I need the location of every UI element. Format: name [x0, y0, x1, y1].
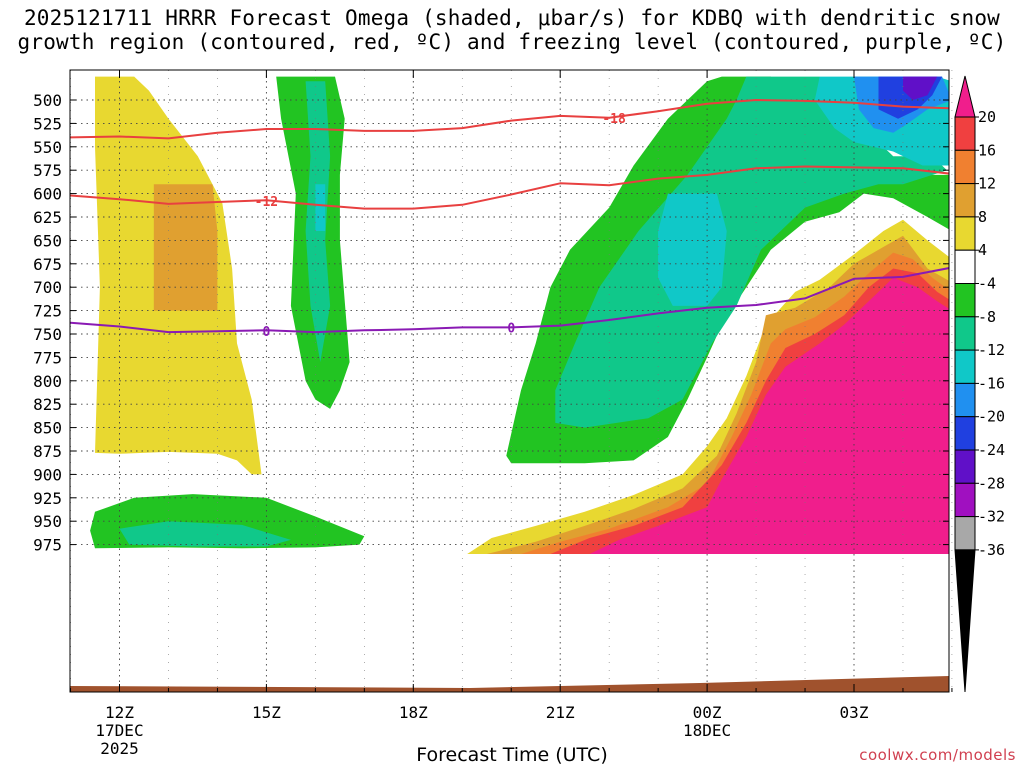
- colorbar-segment: [954, 349, 976, 384]
- terrain-surface: [70, 676, 949, 692]
- y-tick-label-975: 975: [33, 536, 62, 555]
- y-tick-label-500: 500: [33, 91, 62, 110]
- y-tick-label-550: 550: [33, 138, 62, 157]
- y-tick-label-625: 625: [33, 208, 62, 227]
- colorbar-label-16: 16: [978, 141, 996, 159]
- axes: 500 525 550 575 600 625 650 675 700 725 750 775 800 8…: [33, 70, 953, 758]
- x-tick-label-18Z: 18Z: [399, 703, 428, 722]
- colorbar-segment: [954, 449, 976, 484]
- y-tick-label-925: 925: [33, 489, 62, 508]
- colorbar-segment: [954, 382, 976, 418]
- y-tick-label-775: 775: [33, 348, 62, 367]
- freezing-level-0-line: [70, 267, 949, 334]
- x-axis-title: Forecast Time (UTC): [416, 744, 608, 766]
- chart-title-line-2: growth region (contoured, red, ºC) and f…: [17, 30, 1007, 54]
- colorbar-label--36: -36: [978, 541, 1005, 559]
- colorbar-segment: [954, 416, 976, 451]
- colorbar-label--20: -20: [978, 408, 1005, 426]
- y-tick-label-600: 600: [33, 185, 62, 204]
- colorbar-label--28: -28: [978, 474, 1005, 492]
- colorbar-segment: [954, 516, 976, 551]
- y-tick-label-900: 900: [33, 465, 62, 484]
- isotherm-minus12-line: [70, 165, 949, 210]
- colorbar: 20 16 12 8 4 -4 -8 -12 -16 -20 -24 -28 -32 -36: [954, 75, 1005, 693]
- y-tick-label-850: 850: [33, 419, 62, 438]
- chart-title-line-1: 2025121711 HRRR Forecast Omega (shaded, …: [23, 6, 1001, 30]
- colorbar-segment: [954, 283, 976, 318]
- omega-neg-24-east: [903, 76, 938, 100]
- y-tick-label-825: 825: [33, 395, 62, 414]
- omega-shading-layer: [90, 76, 949, 554]
- contour-label--18: -18: [602, 112, 626, 127]
- omega-neg-12-mid: [315, 184, 326, 231]
- colorbar-segment: [954, 183, 976, 218]
- colorbar-segment: [954, 482, 976, 518]
- colorbar-label--24: -24: [978, 441, 1005, 459]
- colorbar-top-arrow: [954, 75, 976, 118]
- y-tick-label-575: 575: [33, 161, 62, 180]
- x-tick-label-00Z: 00Z: [693, 703, 722, 722]
- colorbar-label--32: -32: [978, 508, 1005, 526]
- contour-label--12: -12: [255, 195, 278, 210]
- colorbar-label--16: -16: [978, 374, 1005, 392]
- omega-neg-8-lower-left: [119, 521, 291, 547]
- omega-pos-20-east: [589, 277, 949, 554]
- y-tick-label-675: 675: [33, 255, 62, 274]
- colorbar-segment: [954, 116, 976, 151]
- chart-title: 2025121711 HRRR Forecast Omega (shaded, …: [0, 6, 1024, 54]
- y-tick-label-875: 875: [33, 442, 62, 461]
- colorbar-label--4: -4: [978, 275, 996, 293]
- colorbar-label-20: 20: [978, 108, 996, 126]
- contour-label-0: 0: [262, 325, 270, 340]
- colorbar-segment: [954, 316, 976, 351]
- x-tick-date-00Z: 18DEC: [683, 721, 731, 740]
- colorbar-bottom-arrow: [954, 549, 976, 693]
- omega-pos-8-upper-left: [153, 184, 218, 311]
- y-tick-label-750: 750: [33, 325, 62, 344]
- credit-text: coolwx.com/models: [859, 746, 1016, 764]
- x-tick-year-12Z: 2025: [100, 739, 139, 758]
- y-tick-label-650: 650: [33, 231, 62, 250]
- y-tick-label-725: 725: [33, 302, 62, 321]
- terrain-layer: [70, 676, 949, 692]
- contour-label-0: 0: [507, 321, 515, 336]
- y-tick-label-800: 800: [33, 372, 62, 391]
- omega-neg-12-east-pocket: [658, 193, 727, 306]
- colorbar-segment: [954, 216, 976, 251]
- contour-layer: -18 -12 0 0: [70, 99, 949, 340]
- omega-neg-8-east: [555, 76, 947, 428]
- y-tick-label-525: 525: [33, 114, 62, 133]
- x-tick-label-12Z: 12Z: [105, 703, 134, 722]
- x-tick-label-21Z: 21Z: [546, 703, 575, 722]
- x-tick-label-15Z: 15Z: [252, 703, 281, 722]
- colorbar-label-8: 8: [978, 208, 987, 226]
- x-tick-label-03Z: 03Z: [840, 703, 869, 722]
- isotherm-minus18-line: [70, 99, 949, 140]
- colorbar-label-12: 12: [978, 175, 996, 193]
- colorbar-segment: [954, 249, 976, 284]
- y-tick-label-700: 700: [33, 278, 62, 297]
- y-tick-label-950: 950: [33, 512, 62, 531]
- x-tick-date-12Z: 17DEC: [95, 721, 143, 740]
- colorbar-label--8: -8: [978, 308, 996, 326]
- colorbar-segment: [954, 149, 976, 185]
- colorbar-label--12: -12: [978, 341, 1005, 359]
- colorbar-label-4: 4: [978, 241, 987, 259]
